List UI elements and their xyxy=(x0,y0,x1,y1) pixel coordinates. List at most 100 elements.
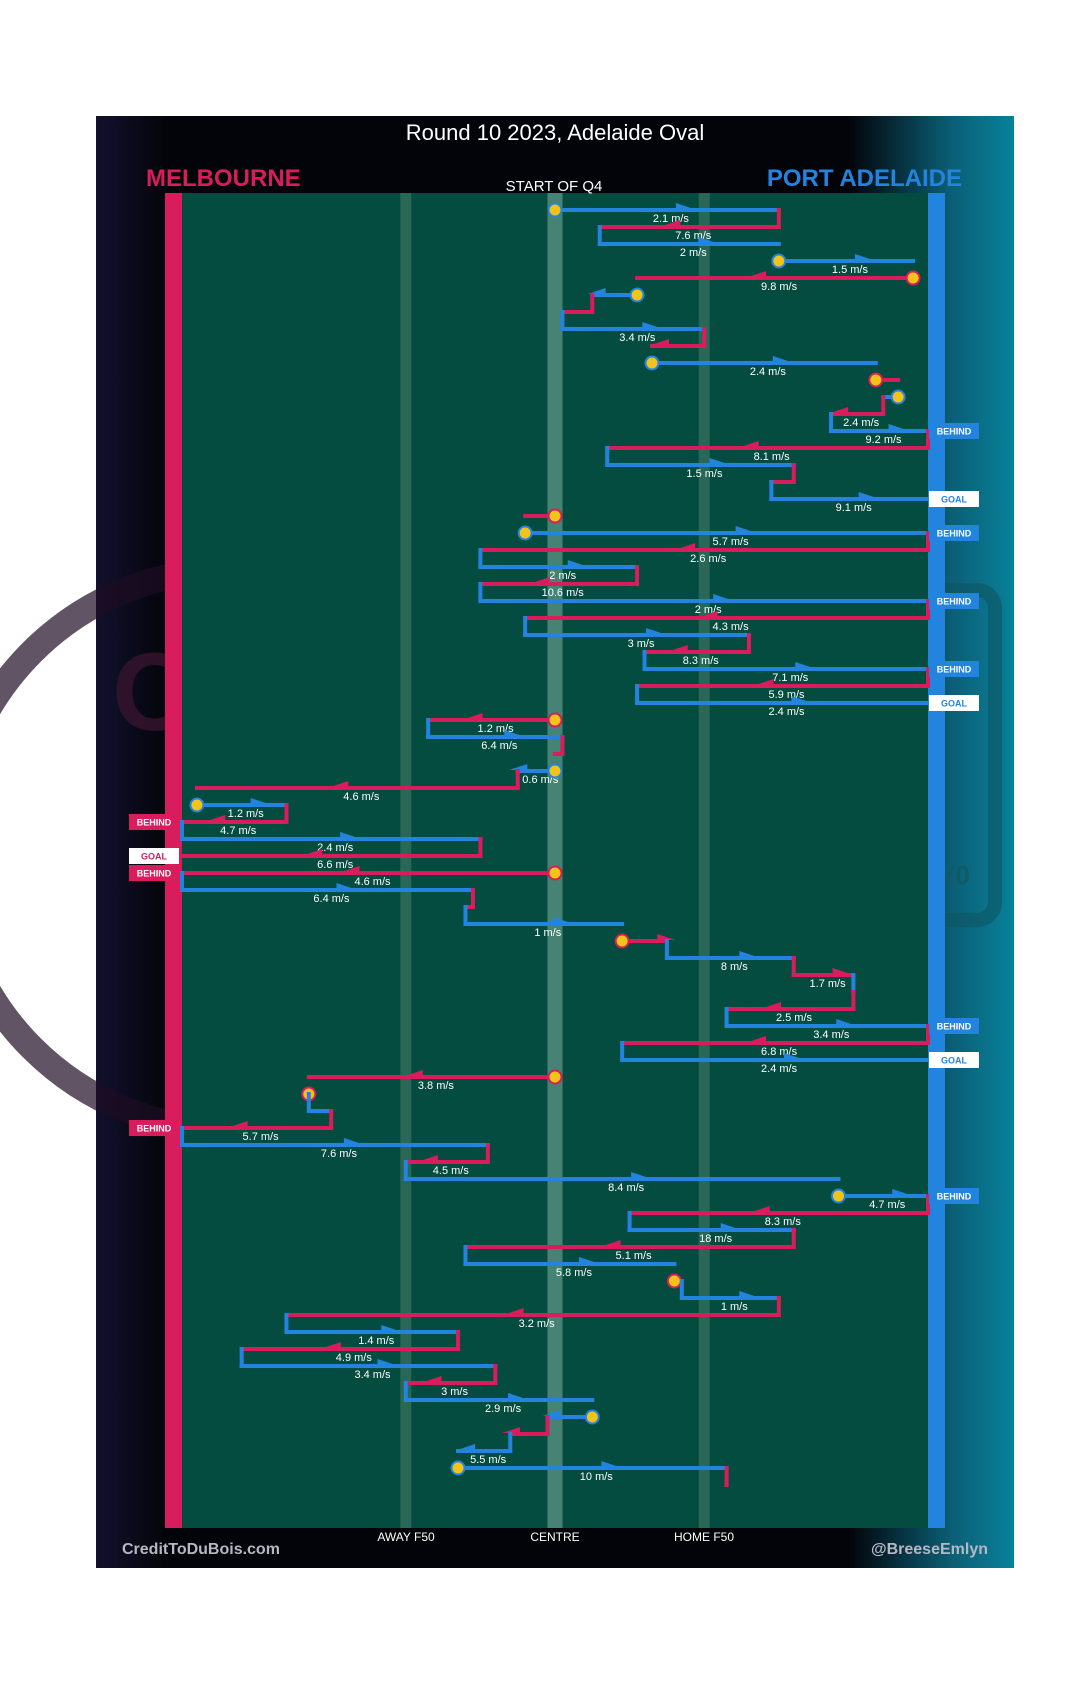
chain-row: 1 m/s xyxy=(463,905,625,939)
chain-row: 3.4 m/s xyxy=(724,1007,930,1041)
quarter-label: START OF Q4 xyxy=(506,178,603,195)
score-tag-box xyxy=(929,1052,979,1068)
ball-start-marker xyxy=(189,797,205,813)
score-tag-box xyxy=(129,865,179,881)
chain-row: 9.2 m/s xyxy=(829,412,930,446)
chain-row: 4.7 m/s xyxy=(830,1188,930,1211)
ball-start-marker xyxy=(547,763,563,779)
speed-label: 5.1 m/s xyxy=(616,1250,653,1262)
direction-arrow xyxy=(762,1002,781,1008)
speed-label: 5.5 m/s xyxy=(470,1454,507,1466)
speed-label: 1.2 m/s xyxy=(228,808,265,820)
speed-label: 1.5 m/s xyxy=(832,264,869,276)
ball-start-marker xyxy=(890,389,906,405)
chain-row xyxy=(560,293,595,314)
score-tag-label: BEHIND xyxy=(937,529,972,539)
speed-label: 4.7 m/s xyxy=(220,825,257,837)
chain-row: 0.6 m/s xyxy=(509,763,563,786)
speed-label: 2.1 m/s xyxy=(653,213,690,225)
direction-arrow xyxy=(631,1172,650,1178)
direction-arrow xyxy=(646,628,665,634)
direction-arrow xyxy=(699,611,718,617)
speed-label: 2 m/s xyxy=(549,570,576,582)
direction-arrow xyxy=(341,866,360,872)
direction-arrow xyxy=(713,594,732,600)
direction-arrow xyxy=(229,1121,248,1127)
score-tag-label: GOAL xyxy=(141,852,168,862)
score-tag-box xyxy=(929,593,979,609)
chain-row: 5.9 m/s xyxy=(635,667,930,701)
chain-row: 2.4 m/s xyxy=(180,820,483,854)
chain-row: 1.7 m/s xyxy=(791,956,856,990)
chain-row: 2.4 m/s xyxy=(620,1041,930,1075)
direction-arrow xyxy=(642,322,661,328)
chain-row: 10 m/s xyxy=(450,1460,729,1483)
direction-arrow xyxy=(751,1206,770,1212)
credit-right: @BreeseEmlyn xyxy=(871,1541,988,1558)
chain-row: 3.2 m/s xyxy=(284,1296,781,1330)
ball-start-marker xyxy=(905,270,921,286)
score-tag-box xyxy=(129,1120,179,1136)
ball-start-marker xyxy=(547,1069,563,1085)
speed-label: 1.4 m/s xyxy=(358,1335,395,1347)
ball-start-marker xyxy=(868,372,884,388)
chain-row: 4.3 m/s xyxy=(523,599,930,633)
direction-arrow xyxy=(675,203,694,209)
chain-row: 2 m/s xyxy=(597,225,781,259)
chain-row: 4.6 m/s xyxy=(180,865,563,888)
direction-arrow xyxy=(377,1359,396,1365)
chain-row: 10.6 m/s xyxy=(478,565,640,599)
speed-label: 9.8 m/s xyxy=(761,281,798,293)
speed-label: 4.6 m/s xyxy=(343,791,380,803)
chain-row: 2.4 m/s xyxy=(635,684,930,718)
chain-row: 3.4 m/s xyxy=(239,1347,498,1381)
chart-title: Round 10 2023, Adelaide Oval xyxy=(406,120,704,145)
chain-row: 1.5 m/s xyxy=(771,253,916,276)
ball-start-marker xyxy=(547,712,563,728)
chain-row xyxy=(868,372,901,388)
direction-arrow xyxy=(381,1325,400,1331)
chain-row: 2 m/s xyxy=(478,548,640,582)
chain-row: 1.4 m/s xyxy=(284,1313,461,1347)
speed-label: 9.1 m/s xyxy=(836,502,873,514)
chain-row: 9.8 m/s xyxy=(635,270,921,293)
chain-row: 8.3 m/s xyxy=(627,1194,930,1228)
score-tag-box xyxy=(929,695,979,711)
ball-start-marker xyxy=(450,1460,466,1476)
speed-label: 2.4 m/s xyxy=(843,417,880,429)
speed-label: 8.1 m/s xyxy=(754,451,791,463)
speed-label: 1.7 m/s xyxy=(810,978,847,990)
chain-row: 6.4 m/s xyxy=(426,718,565,752)
speed-label: 7.1 m/s xyxy=(772,672,809,684)
direction-arrow xyxy=(322,1342,341,1348)
field-band-1 xyxy=(547,193,563,1528)
chain-row: 5.7 m/s xyxy=(517,525,930,548)
score-tag-box xyxy=(929,525,979,541)
direction-arrow xyxy=(748,1036,767,1042)
chain-row: 5.7 m/s xyxy=(180,1109,334,1143)
direction-arrow xyxy=(457,1444,476,1450)
chain-row xyxy=(649,327,707,348)
score-tag-box xyxy=(929,1188,979,1204)
speed-label: 5.7 m/s xyxy=(713,536,750,548)
direction-arrow xyxy=(578,1257,597,1263)
direction-arrow xyxy=(531,577,550,583)
chain-row: 9.1 m/s xyxy=(769,480,930,514)
speed-label: 10 m/s xyxy=(580,1471,614,1483)
direction-arrow xyxy=(657,934,676,940)
speed-label: 4.3 m/s xyxy=(713,621,750,633)
direction-arrow xyxy=(662,220,681,226)
direction-arrow xyxy=(740,441,759,447)
tick-label-centre: CENTRE xyxy=(530,1530,579,1544)
ball-start-marker xyxy=(614,933,630,949)
credit-left: CreditToDuBois.com xyxy=(122,1541,280,1558)
score-tag-label: BEHIND xyxy=(937,1192,972,1202)
direction-arrow xyxy=(601,1461,620,1467)
score-tags: BEHIND GOAL BEHIND BEHIND BEHIND GOAL BEHIND GO… xyxy=(129,423,979,1204)
chain-row: 3.4 m/s xyxy=(560,310,707,344)
port-adelaide-goal-line xyxy=(928,193,945,1528)
speed-label: 2.5 m/s xyxy=(776,1012,813,1024)
speed-label: 2.4 m/s xyxy=(761,1063,798,1075)
score-tag-label: BEHIND xyxy=(137,869,172,879)
